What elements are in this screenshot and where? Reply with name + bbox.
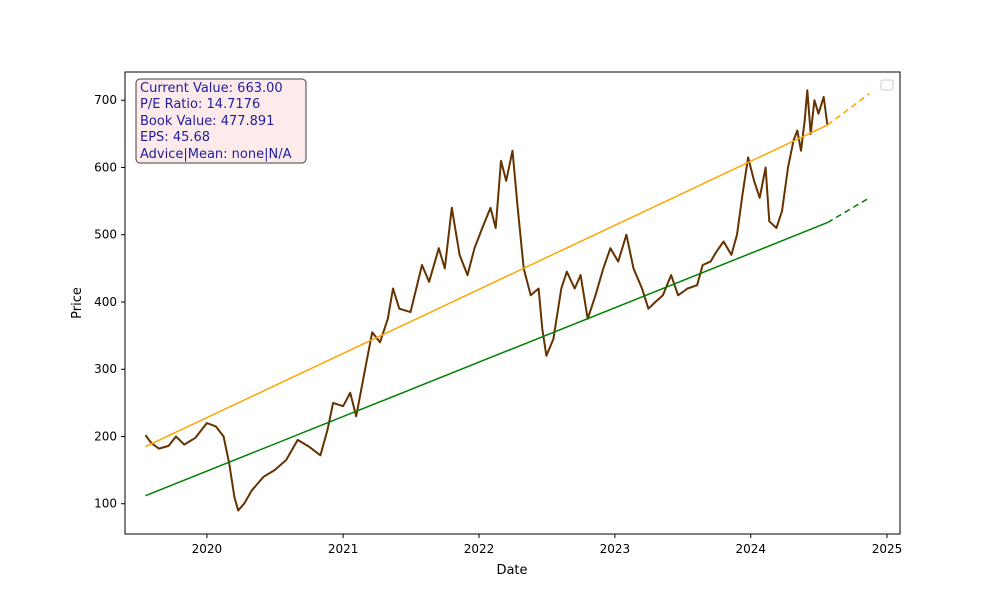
x-axis: 2020 2021 2022 2023 2024 2025 [192,534,903,556]
y-tick-label: 500 [94,228,117,242]
y-tick-label: 100 [94,497,117,511]
x-tick-label: 2020 [192,542,223,556]
y-tick-label: 400 [94,295,117,309]
info-pe-ratio: P/E Ratio: 14.7176 [140,97,260,112]
plot-frame [124,71,901,535]
series-layer [144,89,870,512]
x-tick-label: 2022 [464,542,495,556]
series-line-0 [144,89,829,512]
x-axis-label: Date [496,563,527,578]
y-tick-label: 700 [94,93,117,107]
info-eps: EPS: 45.68 [140,130,210,145]
y-axis: 100 200 300 400 500 600 700 [94,93,125,511]
y-tick-label: 200 [94,429,117,443]
y-tick-label: 300 [94,362,117,376]
info-box: Current Value: 663.00 P/E Ratio: 14.7176… [135,78,307,164]
y-axis-label: Price [70,287,85,319]
info-advice-mean: Advice|Mean: none|N/A [140,147,292,162]
info-box-background [135,78,307,164]
x-tick-label: 2021 [328,542,359,556]
info-book-value: Book Value: 477.891 [140,114,274,129]
series-line-3 [145,221,828,497]
x-tick-label: 2025 [872,542,903,556]
series-line-2 [826,92,870,126]
legend-box [880,79,894,91]
y-tick-label: 600 [94,160,117,174]
info-current-value: Current Value: 663.00 [140,81,283,96]
x-tick-label: 2023 [600,542,631,556]
x-tick-label: 2024 [735,542,766,556]
series-line-4 [827,197,870,224]
series-line-1 [145,124,828,448]
